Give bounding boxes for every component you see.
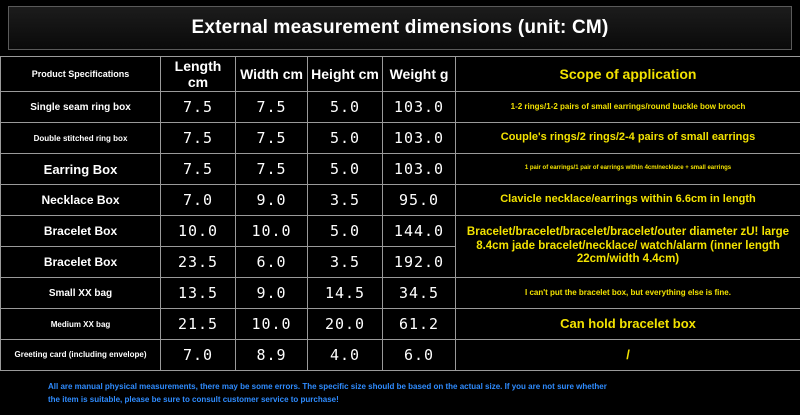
footer-line-1: All are manual physical measurements, th…: [48, 382, 607, 391]
length-cell: 7.5: [160, 91, 236, 123]
table-row: Medium XX bag 21.5 10.0 20.0 61.2 Can ho…: [0, 308, 800, 340]
product-name: Double stitched ring box: [0, 122, 161, 154]
length-cell: 7.0: [160, 339, 236, 371]
dimensions-table: Product Specifications Length cm Width c…: [0, 56, 800, 371]
length-cell: 13.5: [160, 277, 236, 309]
product-name: Medium XX bag: [0, 308, 161, 340]
page-title: External measurement dimensions (unit: C…: [8, 6, 792, 50]
table-row: Bracelet Box 10.0 10.0 5.0 144.0 Bracele…: [0, 215, 800, 278]
weight-cell: 6.0: [382, 339, 456, 371]
product-name: Single seam ring box: [0, 91, 161, 123]
weight-cell: 34.5: [382, 277, 456, 309]
product-name: Earring Box: [0, 153, 161, 185]
table-row: Small XX bag 13.5 9.0 14.5 34.5 I can't …: [0, 277, 800, 309]
weight-cell: 103.0: [382, 91, 456, 123]
header-height: Height cm: [307, 56, 383, 92]
length-cell: 7.5: [160, 153, 236, 185]
header-width: Width cm: [235, 56, 308, 92]
header-product: Product Specifications: [0, 56, 161, 92]
product-name: Bracelet Box: [0, 246, 161, 278]
height-cell: 20.0: [307, 308, 383, 340]
table-row: Earring Box 7.5 7.5 5.0 103.0 1 pair of …: [0, 153, 800, 185]
width-cell: 7.5: [235, 91, 308, 123]
height-cell: 5.0: [307, 91, 383, 123]
scope-cell: Couple's rings/2 rings/2-4 pairs of smal…: [455, 122, 800, 154]
weight-cell: 144.0: [382, 215, 456, 247]
width-cell: 9.0: [235, 184, 308, 216]
length-cell: 10.0: [160, 215, 236, 247]
table-row: Double stitched ring box 7.5 7.5 5.0 103…: [0, 122, 800, 154]
width-cell: 7.5: [235, 122, 308, 154]
table-row: Necklace Box 7.0 9.0 3.5 95.0 Clavicle n…: [0, 184, 800, 216]
weight-cell: 95.0: [382, 184, 456, 216]
height-cell: 5.0: [307, 122, 383, 154]
height-cell: 5.0: [307, 215, 383, 247]
height-cell: 14.5: [307, 277, 383, 309]
header-scope: Scope of application: [455, 56, 800, 92]
width-cell: 7.5: [235, 153, 308, 185]
weight-cell: 103.0: [382, 153, 456, 185]
width-cell: 8.9: [235, 339, 308, 371]
table-row: Greeting card (including envelope) 7.0 8…: [0, 339, 800, 371]
width-cell: 10.0: [235, 308, 308, 340]
footer-note: All are manual physical measurements, th…: [48, 380, 768, 406]
length-cell: 7.5: [160, 122, 236, 154]
height-cell: 4.0: [307, 339, 383, 371]
scope-cell: 1-2 rings/1-2 pairs of small earrings/ro…: [455, 91, 800, 123]
width-cell: 9.0: [235, 277, 308, 309]
scope-cell: /: [455, 339, 800, 371]
scope-cell: 1 pair of earrings/1 pair of earrings wi…: [455, 153, 800, 185]
table-row: Single seam ring box 7.5 7.5 5.0 103.0 1…: [0, 91, 800, 123]
scope-cell: Can hold bracelet box: [455, 308, 800, 340]
table-row: Bracelet Box 23.5 6.0 3.5 192.0: [0, 246, 800, 278]
length-cell: 23.5: [160, 246, 236, 278]
height-cell: 5.0: [307, 153, 383, 185]
table-header-row: Product Specifications Length cm Width c…: [0, 56, 800, 92]
height-cell: 3.5: [307, 184, 383, 216]
weight-cell: 192.0: [382, 246, 456, 278]
width-cell: 6.0: [235, 246, 308, 278]
product-name: Small XX bag: [0, 277, 161, 309]
product-name: Necklace Box: [0, 184, 161, 216]
width-cell: 10.0: [235, 215, 308, 247]
footer-line-2: the item is suitable, please be sure to …: [48, 395, 339, 404]
scope-cell: I can't put the bracelet box, but everyt…: [455, 277, 800, 309]
height-cell: 3.5: [307, 246, 383, 278]
product-name: Greeting card (including envelope): [0, 339, 161, 371]
length-cell: 7.0: [160, 184, 236, 216]
header-length: Length cm: [160, 56, 236, 92]
scope-cell: Clavicle necklace/earrings within 6.6cm …: [455, 184, 800, 216]
weight-cell: 61.2: [382, 308, 456, 340]
length-cell: 21.5: [160, 308, 236, 340]
weight-cell: 103.0: [382, 122, 456, 154]
scope-cell: Bracelet/bracelet/bracelet/bracelet/oute…: [455, 215, 800, 278]
product-name: Bracelet Box: [0, 215, 161, 247]
header-weight: Weight g: [382, 56, 456, 92]
